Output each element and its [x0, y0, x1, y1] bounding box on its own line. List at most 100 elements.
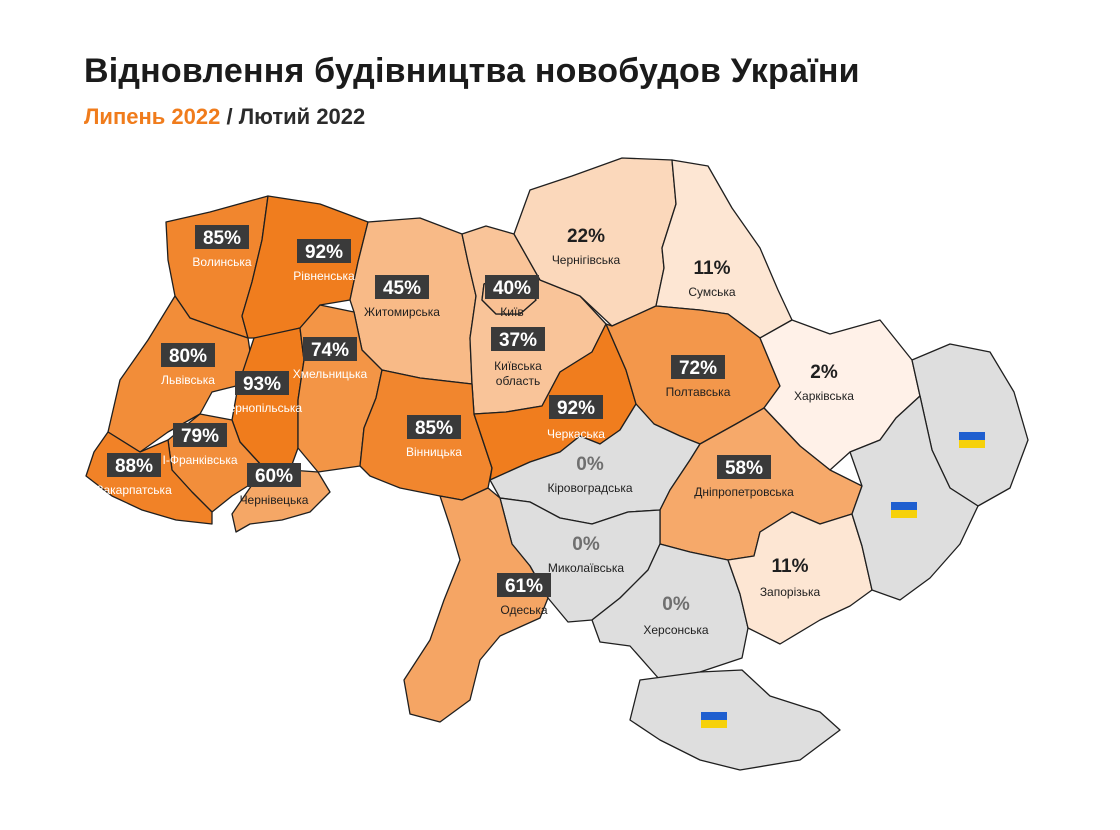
- region-label-zhytomyrska: 45% Житомирська: [364, 275, 440, 319]
- value-badge: [235, 371, 289, 395]
- region-value: 61%: [505, 576, 543, 597]
- region-value: 85%: [203, 228, 241, 249]
- region-value: 60%: [255, 466, 293, 487]
- region-name: Київ: [500, 305, 523, 319]
- region-value: 0%: [576, 454, 604, 475]
- region-label-lvivska: 80% Львівська: [161, 343, 215, 387]
- region-label-dnipropetrovska: 58% Дніпропетровська: [694, 455, 794, 499]
- region-name: Львівська: [161, 373, 215, 387]
- region-label-khersonska: 0% Херсонська: [643, 594, 709, 637]
- region-name: Тернопільська: [222, 401, 302, 415]
- region-value: 72%: [679, 358, 717, 379]
- region-label-ternopilska: 93% Тернопільська: [222, 371, 302, 415]
- subtitle-current-period: Липень 2022: [84, 104, 221, 129]
- region-name: Кіровоградська: [547, 481, 632, 495]
- region-label-rivnenska: 92% Рівненська: [293, 239, 355, 283]
- region-name: Чернігівська: [552, 253, 621, 267]
- region-value: 92%: [557, 398, 595, 419]
- region-value: 37%: [499, 330, 537, 351]
- region-name: Хмельницька: [293, 367, 368, 381]
- region-odeska: [403, 487, 549, 723]
- region-value: 40%: [493, 278, 531, 299]
- ukraine-flag-icon: [701, 712, 727, 728]
- region-label-zaporizka: 11% Запорізька: [760, 556, 821, 599]
- value-badge: [549, 395, 603, 419]
- region-name: Закарпатська: [96, 483, 172, 497]
- value-badge: [107, 453, 161, 477]
- region-label-volynska: 85% Волинська: [192, 225, 252, 269]
- region-label-khmelnytska: 74% Хмельницька: [293, 337, 368, 381]
- value-badge: [497, 573, 551, 597]
- region-value: 11%: [694, 258, 731, 279]
- region-label-ifrankivska: 79% І-Франківська: [162, 423, 238, 467]
- region-label-chernivetska: 60% Чернівецька: [240, 463, 309, 507]
- region-donetska: [849, 395, 979, 601]
- region-name: Одеська: [500, 603, 548, 617]
- region-value: 74%: [311, 340, 349, 361]
- page-title: Відновлення будівництва новобудов Україн…: [84, 52, 860, 90]
- region-value: 11%: [772, 556, 809, 577]
- region-value: 93%: [243, 374, 281, 395]
- region-label-chernihivska: 22% Чернігівська: [552, 226, 621, 267]
- value-badge: [161, 343, 215, 367]
- region-label-kirovohradska: 0% Кіровоградська: [547, 454, 632, 495]
- value-badge: [173, 423, 227, 447]
- subtitle-base-period: Лютий 2022: [238, 104, 366, 129]
- value-badge: [717, 455, 771, 479]
- value-badge: [303, 337, 357, 361]
- region-value: 2%: [810, 362, 838, 383]
- value-badge: [407, 415, 461, 439]
- region-name: Миколаївська: [548, 561, 625, 575]
- region-khersonska: [591, 543, 749, 681]
- region-label-poltavska: 72% Полтавська: [666, 355, 731, 399]
- region-label-kyivska: 37% Київська область: [491, 327, 545, 388]
- labels-layer: 85%Волинська 92%Рівненська45%Житомирська4…: [96, 225, 985, 728]
- region-value: 0%: [572, 534, 600, 555]
- region-value: 79%: [181, 426, 219, 447]
- region-name: Волинська: [192, 255, 252, 269]
- region-name: Чернівецька: [240, 493, 309, 507]
- region-label-sumska: 11% Сумська: [688, 258, 736, 299]
- region-name: Житомирська: [364, 305, 440, 319]
- region-label-cherkaska: 92% Черкаська: [547, 395, 605, 441]
- value-badge: [485, 275, 539, 299]
- region-name: І-Франківська: [162, 453, 237, 467]
- value-badge: [375, 275, 429, 299]
- value-badge: [491, 327, 545, 351]
- ukraine-flag-icon: [959, 432, 985, 448]
- region-value: 85%: [415, 418, 453, 439]
- value-badge: [671, 355, 725, 379]
- region-value: 0%: [662, 594, 690, 615]
- region-name: Херсонська: [643, 623, 709, 637]
- region-label-vinnytska: 85% Вінницька: [406, 415, 462, 459]
- region-name: Дніпропетровська: [694, 485, 794, 499]
- region-value: 45%: [383, 278, 421, 299]
- region-name: Сумська: [688, 285, 736, 299]
- region-zaporizka: [727, 511, 873, 645]
- region-label-kyiv: 40% Київ: [485, 275, 539, 319]
- page-subtitle: Липень 2022 / Лютий 2022: [84, 104, 365, 130]
- region-value: 58%: [725, 458, 763, 479]
- region-name: Черкаська: [547, 427, 605, 441]
- region-name: Полтавська: [666, 385, 731, 399]
- value-badge: [195, 225, 249, 249]
- region-label-zakarpatska: 88% Закарпатська: [96, 453, 172, 497]
- region-name: Вінницька: [406, 445, 462, 459]
- region-label-odeska: 61% Одеська: [497, 573, 551, 617]
- region-name: Запорізька: [760, 585, 821, 599]
- region-name: Київська область: [494, 359, 542, 388]
- region-lvivska: [107, 295, 255, 453]
- subtitle-separator: /: [220, 104, 239, 129]
- region-value: 22%: [567, 226, 605, 247]
- region-name: Харківська: [794, 389, 854, 403]
- value-badge: [297, 239, 351, 263]
- region-name: Рівненська: [293, 269, 355, 283]
- region-crimea: [629, 669, 841, 771]
- region-value: 80%: [169, 346, 207, 367]
- region-value: 88%: [115, 456, 153, 477]
- region-label-kharkivska: 2% Харківська: [794, 362, 854, 403]
- ukraine-flag-icon: [891, 502, 917, 518]
- value-badge: [247, 463, 301, 487]
- region-label-mykolaivska: 0% Миколаївська: [548, 534, 625, 575]
